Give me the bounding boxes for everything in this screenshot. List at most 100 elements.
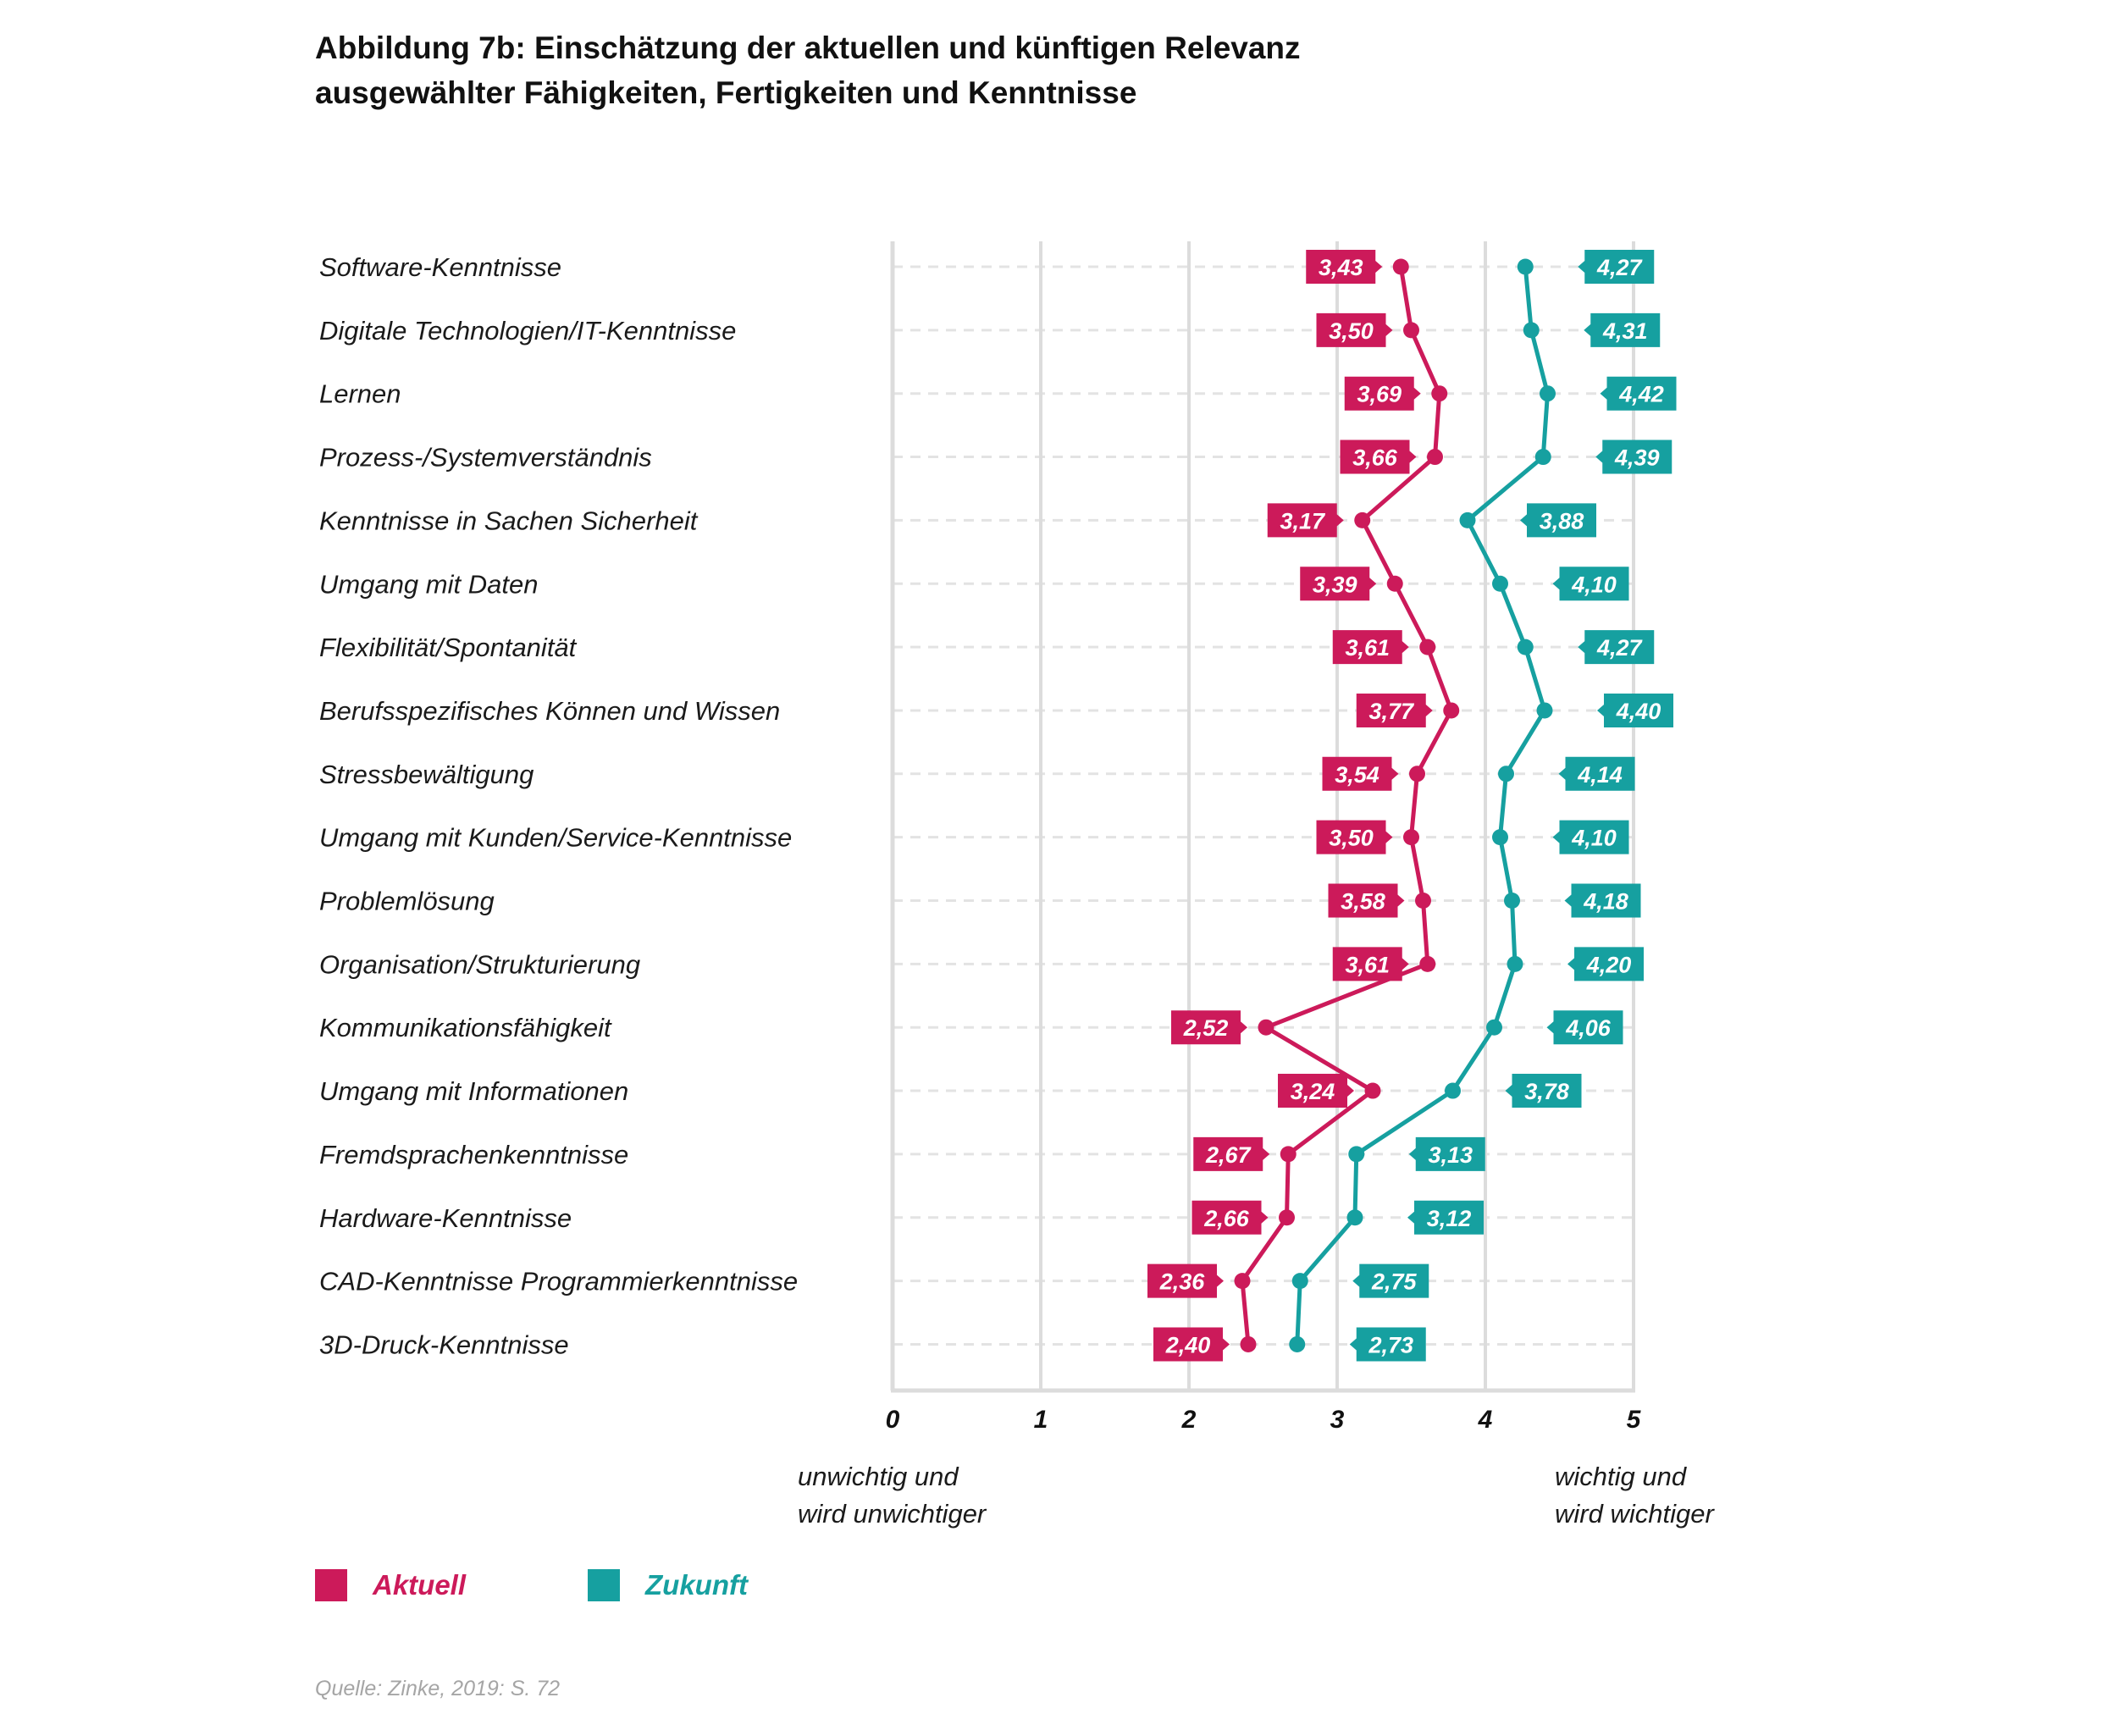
legend-item-aktuell: Aktuell (315, 1568, 466, 1602)
value-badge-shape (1558, 756, 1635, 791)
series-zukunft: 4,27 4,31 4,42 4,39 3,88 4,10 4,27 4,40 4,14 4,10… (1289, 250, 1677, 1362)
data-point-zukunft (1346, 1209, 1363, 1226)
data-point-zukunft (1504, 893, 1520, 909)
x-tick-label: 3 (1330, 1406, 1345, 1434)
axis-note-left-line-2: wird unwichtiger (798, 1499, 987, 1529)
data-label: 3,13 (1428, 1142, 1473, 1168)
data-point-zukunft (1486, 1019, 1502, 1036)
data-label: 3,50 (1329, 826, 1374, 851)
data-point-aktuell (1386, 575, 1403, 592)
value-badge-shape (1153, 1327, 1230, 1362)
value-badge-shape (1505, 1074, 1582, 1108)
data-point-zukunft (1291, 1273, 1308, 1290)
data-point-aktuell (1354, 511, 1371, 528)
category-label: Kommunikationsfähigkeit (319, 1013, 612, 1042)
data-label: 3,12 (1427, 1206, 1472, 1231)
value-badge-shape (1520, 503, 1596, 538)
data-label: 3,43 (1319, 255, 1363, 280)
data-label: 4,20 (1586, 952, 1632, 977)
category-label: CAD-Kenntnisse Programmierkenntnisse (319, 1267, 798, 1296)
axis-note-left: unwichtig und wird unwichtiger (798, 1458, 986, 1533)
data-label: 2,75 (1371, 1269, 1418, 1295)
data-label: 2,36 (1159, 1269, 1206, 1295)
value-badge-shape (1332, 947, 1409, 981)
data-label: 4,18 (1583, 889, 1628, 915)
category-label: Hardware-Kenntnisse (319, 1203, 572, 1233)
data-point-aktuell (1234, 1273, 1251, 1290)
data-label: 3,39 (1313, 572, 1357, 597)
data-label: 4,27 (1596, 635, 1644, 661)
series-line-aktuell (1240, 266, 1454, 1345)
data-label: 2,67 (1205, 1142, 1252, 1168)
data-label: 3,88 (1540, 508, 1584, 534)
data-label: 4,27 (1596, 255, 1644, 280)
data-label: 4,40 (1616, 699, 1661, 724)
series-line-zukunft (1295, 266, 1550, 1345)
x-tick-label: 1 (1034, 1406, 1048, 1434)
value-badge-aktuell: 2,66 (1191, 1200, 1269, 1235)
axis-note-right-line-1: wichtig und (1555, 1462, 1687, 1491)
data-label: 4,39 (1614, 445, 1660, 471)
data-label: 3,77 (1368, 699, 1415, 724)
data-point-aktuell (1427, 449, 1443, 466)
data-label: 2,73 (1368, 1332, 1413, 1357)
category-label: Flexibilität/Spontanität (319, 633, 578, 662)
data-point-aktuell (1431, 385, 1448, 402)
value-badge-shape (1340, 440, 1417, 474)
value-badge-aktuell: 3,54 (1322, 756, 1399, 791)
series-aktuell: 3,43 3,50 3,69 3,66 3,17 3,39 3,61 3,77 3,54 3,50… (1147, 250, 1460, 1362)
data-label: 3,58 (1341, 889, 1385, 915)
value-badge-zukunft: 4,39 (1595, 440, 1673, 474)
category-label: Organisation/Strukturierung (319, 949, 640, 979)
value-badge-shape (1306, 250, 1383, 284)
value-badge-zukunft: 4,40 (1597, 693, 1673, 727)
data-point-zukunft (1289, 1335, 1306, 1352)
value-badge-shape (1300, 567, 1377, 601)
value-badge-shape (1408, 1136, 1485, 1171)
data-point-zukunft (1445, 1082, 1461, 1099)
value-badge-zukunft: 4,42 (1600, 376, 1677, 411)
x-tick-label: 5 (1627, 1406, 1642, 1434)
value-badge-shape (1328, 883, 1405, 918)
data-label: 4,10 (1571, 572, 1617, 597)
value-badge-zukunft: 3,78 (1505, 1074, 1582, 1108)
data-point-aktuell (1280, 1146, 1297, 1163)
category-label: Umgang mit Daten (319, 569, 538, 599)
data-point-aktuell (1409, 766, 1425, 782)
value-badge-shape (1356, 693, 1433, 727)
value-badge-aktuell: 2,67 (1193, 1136, 1270, 1171)
data-point-aktuell (1403, 829, 1419, 846)
value-badge-aktuell: 3,69 (1344, 376, 1421, 411)
value-badge-zukunft: 3,12 (1407, 1200, 1484, 1235)
data-label: 4,06 (1565, 1015, 1612, 1041)
value-badge-zukunft: 4,20 (1567, 947, 1644, 981)
data-label: 3,24 (1291, 1079, 1335, 1104)
chart-title: Abbildung 7b: Einschätzung der aktuellen… (315, 25, 1585, 115)
data-label: 3,66 (1352, 445, 1398, 471)
category-label: Umgang mit Informationen (319, 1076, 628, 1106)
data-label: 3,54 (1335, 762, 1379, 788)
legend-swatch-zukunft (588, 1569, 620, 1601)
data-label: 3,61 (1345, 635, 1390, 661)
data-point-zukunft (1459, 511, 1476, 528)
value-badge-aktuell: 3,61 (1332, 630, 1409, 665)
value-badge-shape (1147, 1263, 1224, 1298)
category-label: Lernen (319, 379, 401, 409)
category-label: Software-Kenntnisse (319, 252, 561, 282)
data-label: 3,17 (1280, 508, 1326, 534)
axis-note-right-line-2: wird wichtiger (1555, 1499, 1714, 1529)
value-badge-shape (1597, 693, 1673, 727)
data-point-aktuell (1258, 1019, 1274, 1036)
value-badge-shape (1600, 376, 1677, 411)
data-point-zukunft (1492, 829, 1508, 846)
value-badge-aktuell: 3,43 (1306, 250, 1383, 284)
chart-title-line-2: ausgewählter Fähigkeiten, Fertigkeiten u… (315, 75, 1137, 110)
value-badge-aktuell: 3,61 (1332, 947, 1409, 981)
value-badge-shape (1316, 820, 1393, 854)
data-point-aktuell (1240, 1335, 1257, 1352)
value-badge-zukunft: 3,13 (1408, 1136, 1485, 1171)
value-badge-aktuell: 3,17 (1267, 503, 1344, 538)
data-point-zukunft (1523, 322, 1540, 339)
value-badge-shape (1578, 630, 1655, 665)
value-badge-zukunft: 4,31 (1584, 312, 1661, 347)
